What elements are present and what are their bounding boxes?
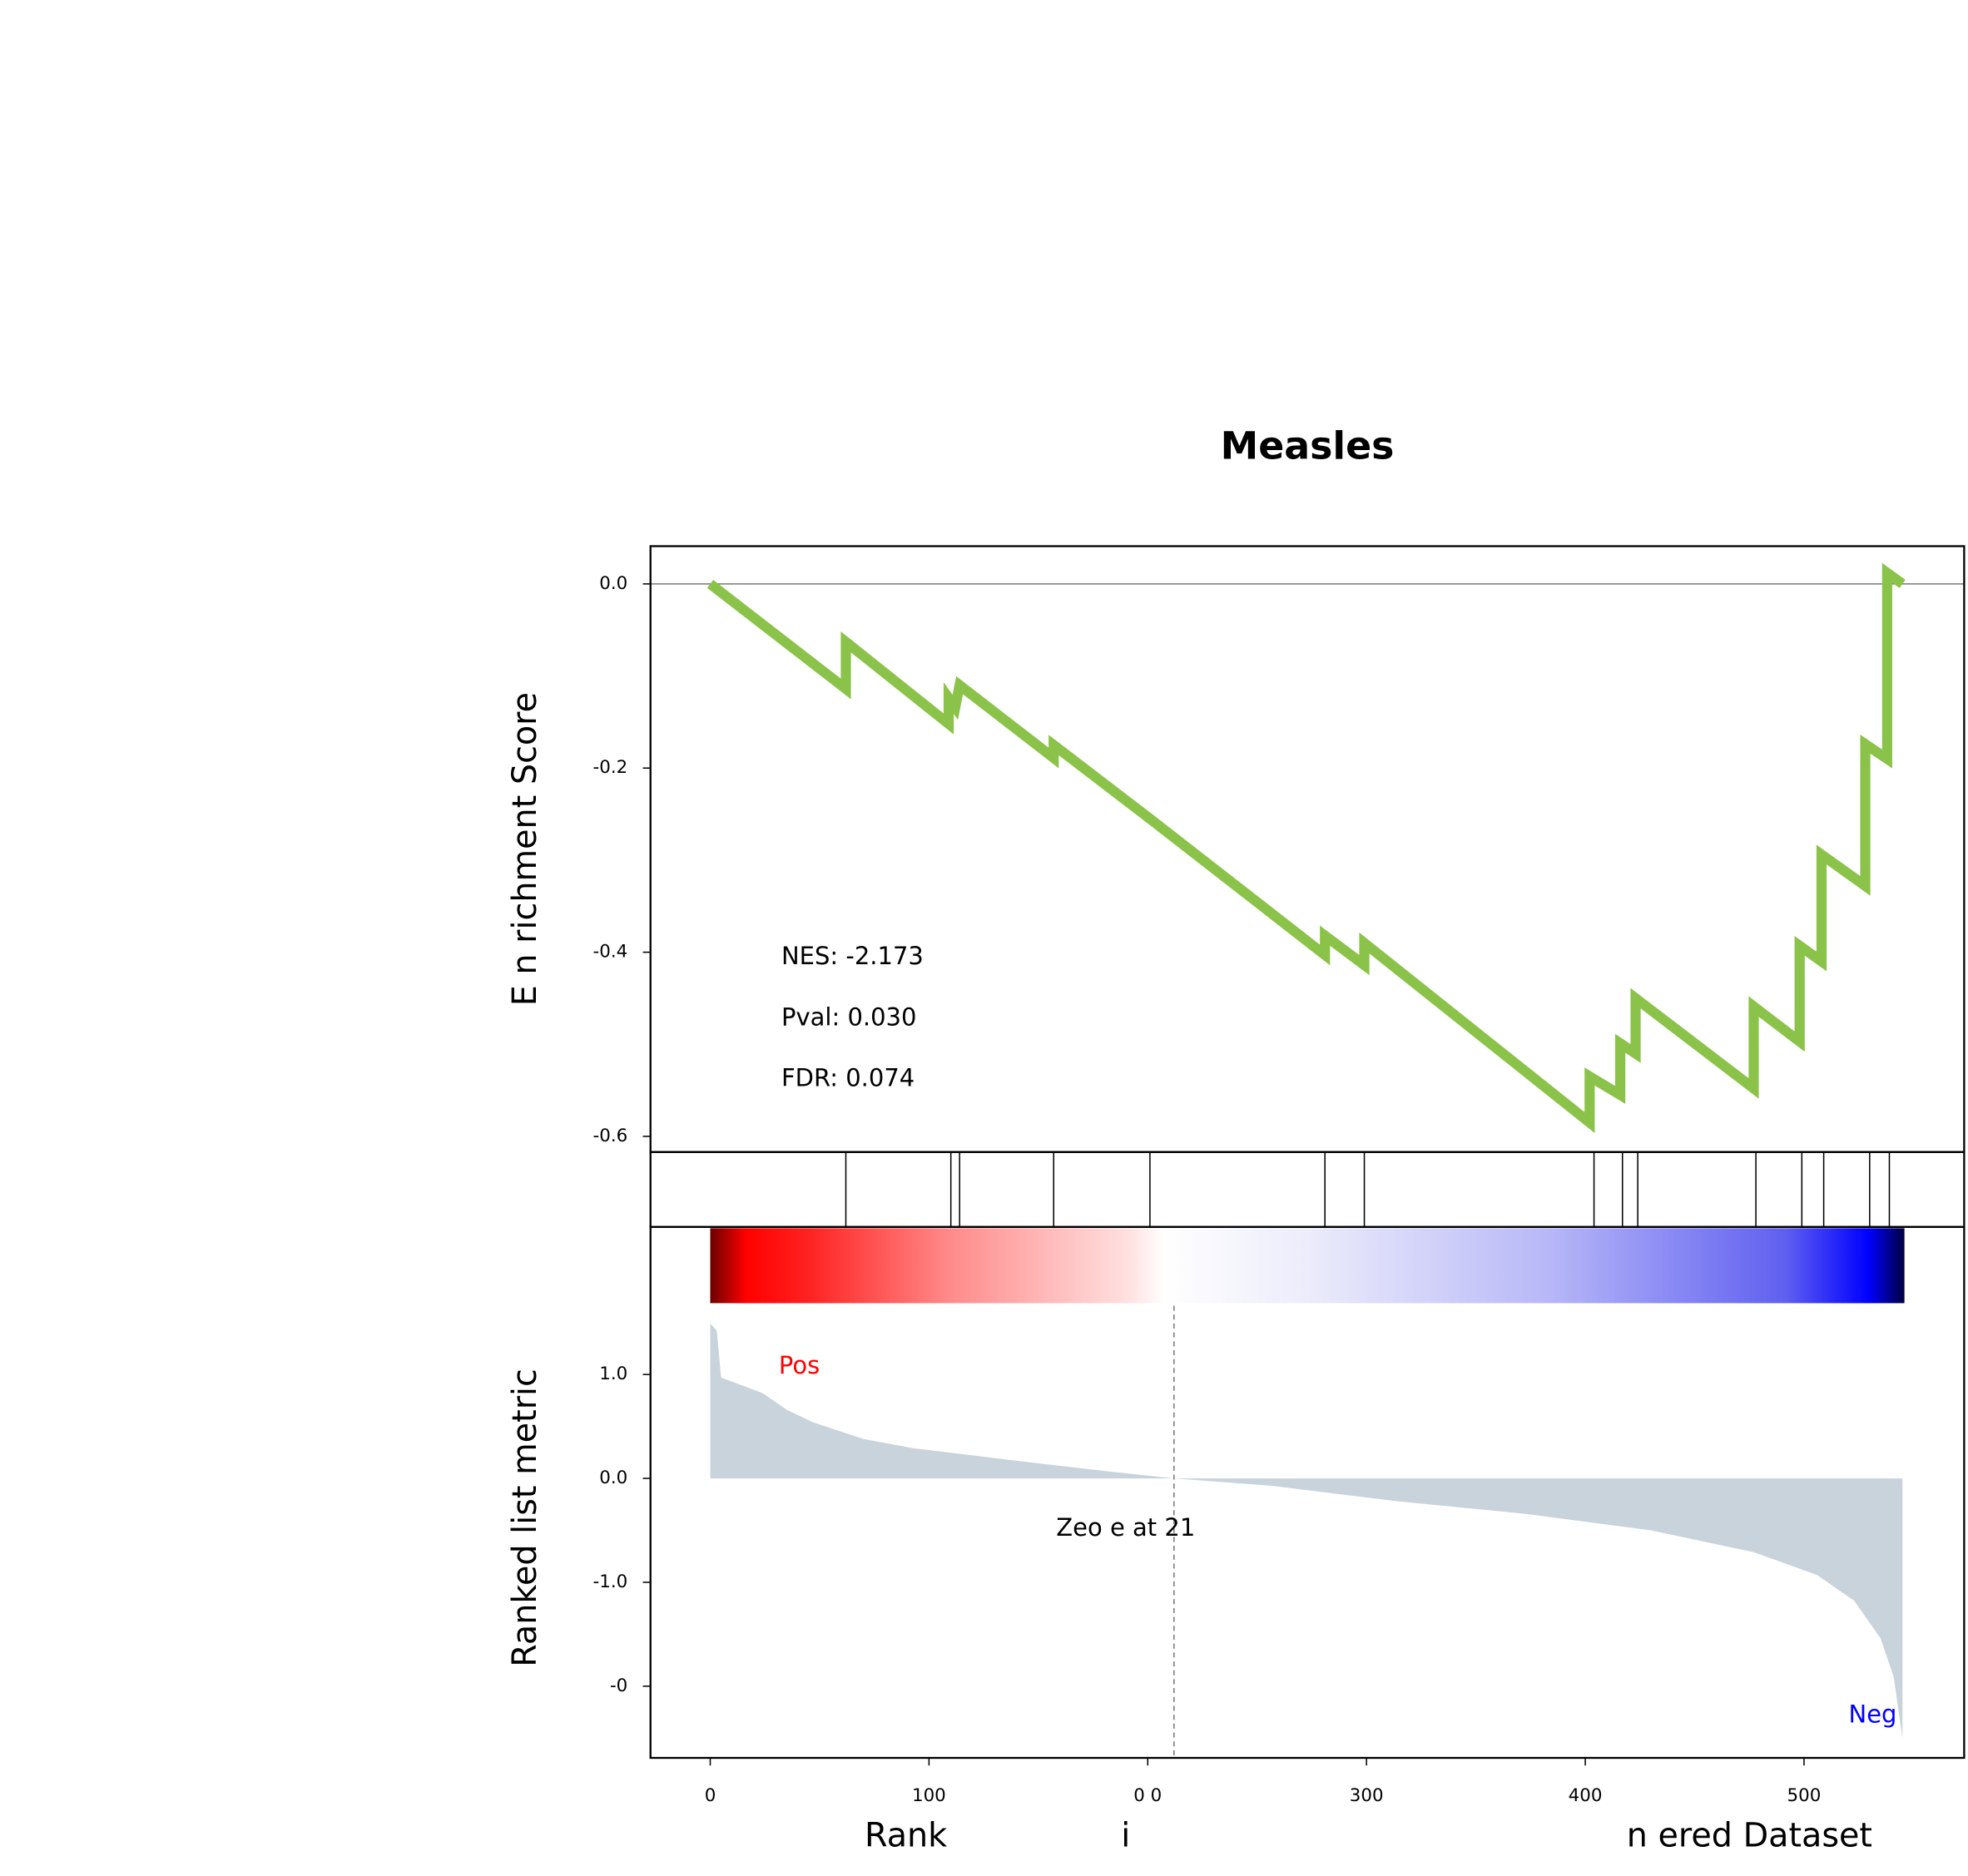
y-tick-label: -0.4 xyxy=(593,942,628,963)
y-tick-label: -0.6 xyxy=(593,1126,628,1146)
y-tick-label: -0 xyxy=(610,1676,627,1696)
axes-frame xyxy=(649,1151,1966,1228)
x-tick-label: 100 xyxy=(912,1785,946,1806)
color-bar xyxy=(710,1228,1905,1304)
stat-label: FDR: 0.074 xyxy=(781,1064,915,1092)
x-axis-label: Rank xyxy=(865,1817,947,1855)
x-tick-label: 0 0 xyxy=(1133,1785,1162,1806)
x-axis-label: n ered Dataset xyxy=(1627,1817,1872,1855)
x-tick-label: 300 xyxy=(1350,1785,1384,1806)
x-tick-label: 500 xyxy=(1787,1785,1822,1806)
y-tick-label: 0.0 xyxy=(599,573,627,594)
axes-frame xyxy=(649,1225,1966,1760)
neg-label: Neg xyxy=(1849,1700,1897,1729)
stat-label: NES: -2.173 xyxy=(781,942,924,970)
y-axis-label: Ranked list metric xyxy=(506,1369,544,1667)
y-tick-label: 1.0 xyxy=(599,1364,627,1384)
metric-area xyxy=(710,1323,1903,1739)
x-tick-label: 400 xyxy=(1569,1785,1603,1806)
stat-label: Pval: 0.030 xyxy=(781,1002,917,1031)
y-axis-label: E n richment Score xyxy=(506,692,544,1006)
y-tick-label: -1.0 xyxy=(593,1572,628,1592)
chart-title: Measles xyxy=(1221,423,1395,468)
x-axis-label: i xyxy=(1121,1817,1130,1855)
zero-label: Zeo e at 21 xyxy=(1056,1513,1195,1542)
x-tick-label: 0 xyxy=(705,1785,716,1806)
es-line xyxy=(706,562,1906,1134)
pos-label: Pos xyxy=(779,1351,820,1379)
y-tick-label: -0.2 xyxy=(593,757,628,778)
y-tick-label: 0.0 xyxy=(599,1468,627,1488)
